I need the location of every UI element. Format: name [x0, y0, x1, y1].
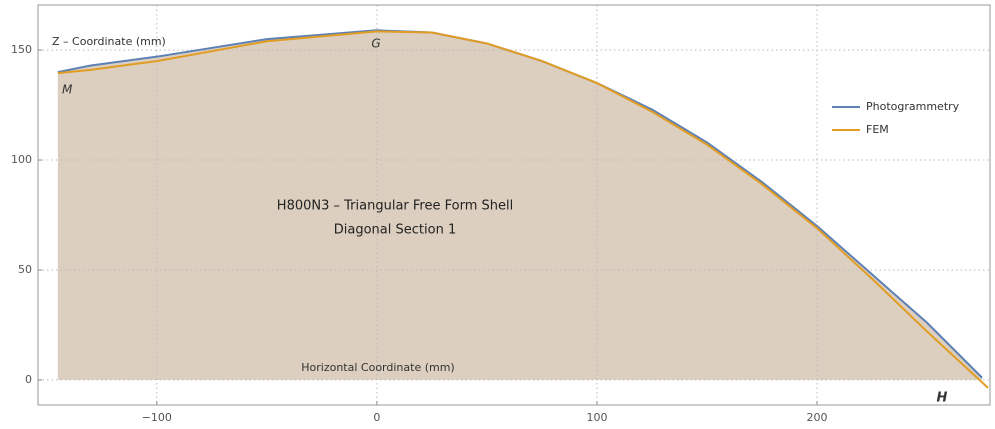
x-axis-label: Horizontal Coordinate (mm)	[301, 361, 454, 374]
area-fill	[57, 30, 983, 380]
plot-frame	[37, 4, 991, 406]
annotation: H	[937, 391, 948, 406]
x-tick-label: 0	[373, 411, 380, 424]
plot-area: −100 0 100 200 0 50 100 150 Photogrammetry FEM	[11, 4, 991, 424]
chart-title: H800N3 – Triangular Free Form Shell	[277, 199, 513, 214]
y-tick-label: 150	[11, 43, 32, 56]
legend-label: Photogrammetry	[866, 100, 960, 113]
x-tick-label: −100	[142, 411, 172, 424]
y-tick-label: 50	[18, 263, 32, 276]
y-axis-label: Z – Coordinate (mm)	[52, 35, 166, 48]
x-tick-label: 100	[586, 411, 607, 424]
x-tick-label: 200	[807, 411, 828, 424]
chart-subtitle: Diagonal Section 1	[334, 223, 456, 238]
annotation: M	[62, 83, 73, 97]
annotation: G	[371, 37, 380, 51]
series-line	[57, 30, 989, 389]
y-tick-label: 100	[11, 153, 32, 166]
y-tick-label: 0	[25, 373, 32, 386]
legend-label: FEM	[866, 123, 889, 136]
